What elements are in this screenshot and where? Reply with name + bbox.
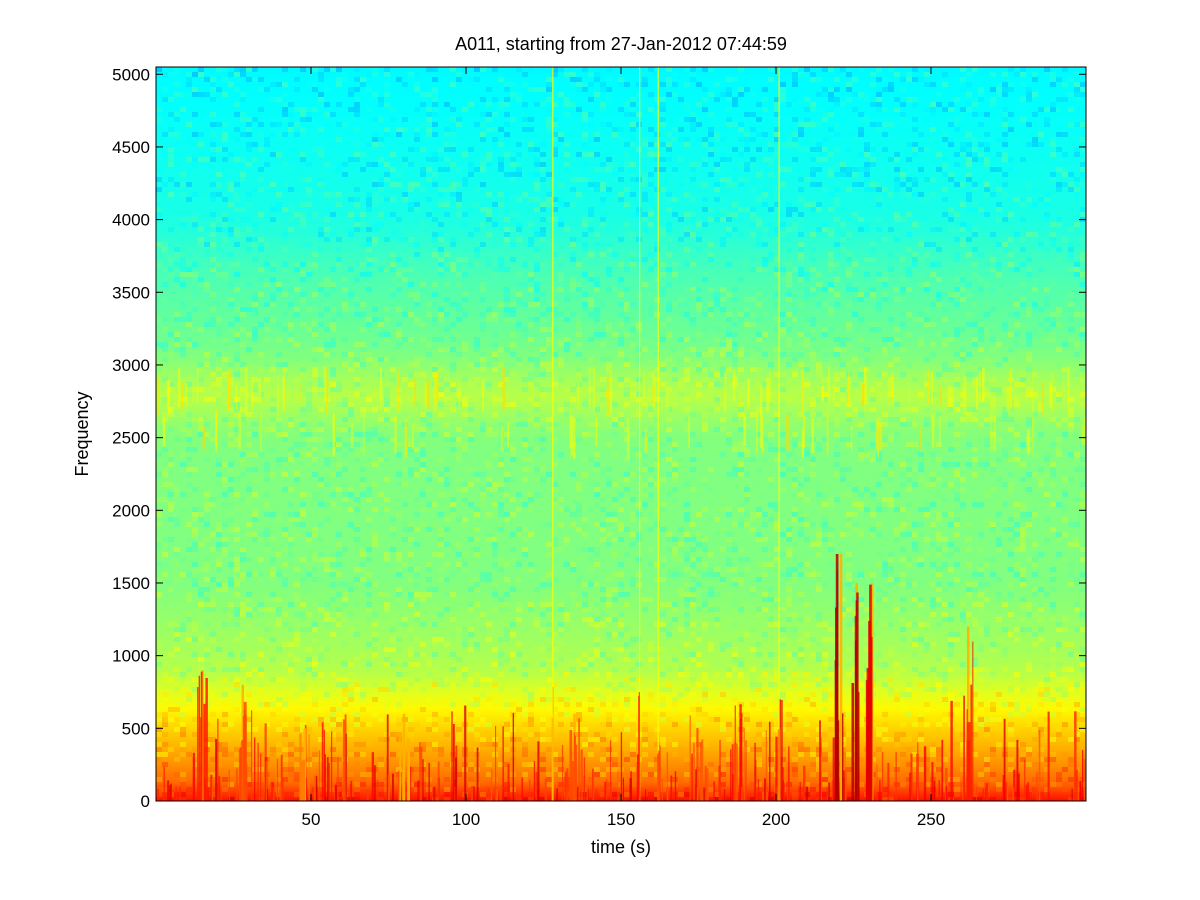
spectrogram-event xyxy=(657,67,660,801)
spectrogram-event xyxy=(299,728,310,801)
y-tick-label: 4000 xyxy=(112,211,150,230)
y-tick-label: 4500 xyxy=(112,138,150,157)
spectrogram-event xyxy=(963,626,974,801)
y-tick-label: 3500 xyxy=(112,283,150,302)
x-tick-label: 250 xyxy=(917,810,945,829)
y-tick-label: 2500 xyxy=(112,429,150,448)
y-axis-label: Frequency xyxy=(72,391,92,476)
low-frequency-streaks xyxy=(157,699,1086,801)
x-axis: 50 100 150 200 250 xyxy=(302,67,945,829)
spectrogram-event xyxy=(638,67,641,801)
spectrogram-event xyxy=(197,670,208,801)
x-tick-label: 200 xyxy=(762,810,790,829)
y-tick-label: 0 xyxy=(141,792,150,811)
spectrogram-event xyxy=(834,553,844,801)
y-tick-label: 3000 xyxy=(112,356,150,375)
spectrogram-event xyxy=(551,67,554,801)
y-tick-label: 500 xyxy=(122,719,150,738)
y-tick-label: 2000 xyxy=(112,501,150,520)
spectrogram-event xyxy=(569,713,580,801)
y-tick-label: 1500 xyxy=(112,574,150,593)
y-tick-label: 5000 xyxy=(112,65,150,84)
x-tick-label: 100 xyxy=(452,810,480,829)
y-axis: 0 500 1000 1500 2000 2500 3000 3500 4000 4500 5000 xyxy=(112,65,1086,811)
x-tick-label: 50 xyxy=(302,810,321,829)
spectrogram-event xyxy=(238,684,247,801)
spectrogram-event xyxy=(399,713,411,801)
spectrogram-plot-area xyxy=(156,67,1086,801)
spectrogram-event xyxy=(865,582,874,801)
mid-band-texture xyxy=(157,365,1086,460)
chart-title: A011, starting from 27-Jan-2012 07:44:59 xyxy=(455,34,787,54)
x-axis-label: time (s) xyxy=(591,837,651,857)
x-tick-label: 150 xyxy=(607,810,635,829)
y-tick-label: 1000 xyxy=(112,647,150,666)
spectrogram-event xyxy=(851,582,860,801)
